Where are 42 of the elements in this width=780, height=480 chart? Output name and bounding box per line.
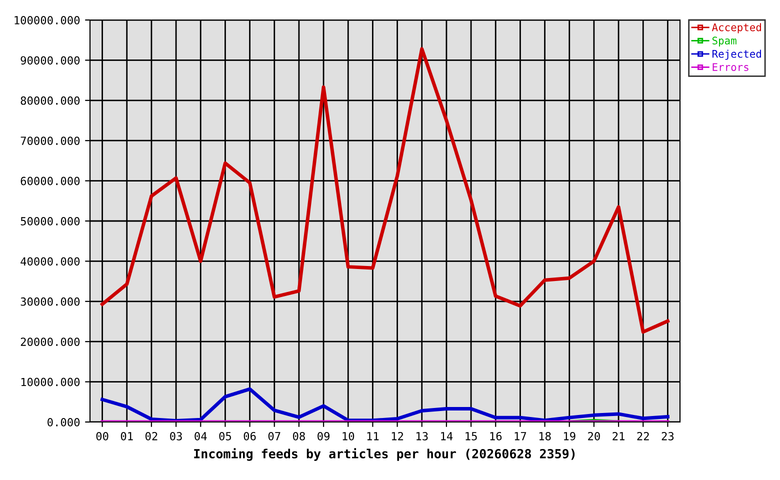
x-tick-label: 19: [564, 432, 576, 440]
x-tick-label: 06: [244, 432, 256, 440]
y-tick-label: 60000.000: [20, 176, 80, 186]
y-tick-label: 100000.000: [14, 16, 80, 24]
x-tick-label: 03: [170, 432, 182, 440]
x-tick-label: 23: [662, 432, 674, 440]
x-axis-title: Incoming feeds by articles per hour (20260628 2359): [194, 448, 575, 461]
x-tick-label: 18: [539, 432, 551, 440]
y-tick-label: 40000.000: [20, 257, 80, 266]
x-tick-label: 05: [219, 432, 232, 440]
x-tick-label: 21: [612, 432, 624, 440]
y-tick-label: 20000.000: [20, 338, 80, 346]
y-tick-label: 70000.000: [20, 136, 80, 146]
x-tick-label: 13: [416, 432, 428, 440]
legend-label: Errors: [712, 63, 748, 72]
x-tick-label: 11: [367, 432, 379, 440]
legend-label: Rejected: [712, 50, 761, 60]
y-tick-label: 10000.000: [21, 378, 80, 386]
x-tick-label: 14: [441, 432, 453, 440]
line-series: [100, 387, 670, 422]
x-tick-label: 10: [342, 432, 354, 440]
legend-label: Spam: [712, 36, 736, 47]
x-tick-label: 07: [268, 432, 280, 440]
x-tick-label: 02: [145, 432, 158, 440]
x-tick-label: 16: [490, 432, 502, 440]
y-tick-label: 90000.000: [20, 56, 80, 65]
x-tick-label: 22: [637, 432, 649, 440]
x-tick-label: 00: [96, 432, 108, 440]
x-tick-label: 15: [466, 432, 477, 440]
y-tick-label: 50000.000: [20, 217, 80, 226]
y-tick-label: 0.000: [48, 418, 80, 426]
y-tick-label: 80000.000: [20, 96, 80, 105]
x-tick-label: 04: [194, 432, 207, 440]
x-tick-label: 12: [392, 432, 404, 440]
y-tick-label: 30000.000: [20, 297, 80, 306]
x-tick-label: 08: [292, 432, 305, 440]
x-tick-label: 09: [318, 432, 330, 440]
legend-label: Accepted: [712, 23, 761, 34]
x-tick-label: 17: [514, 432, 526, 440]
x-tick-label: 01: [120, 432, 133, 440]
x-tick-label: 20: [588, 432, 600, 440]
line-series: [100, 47, 670, 334]
